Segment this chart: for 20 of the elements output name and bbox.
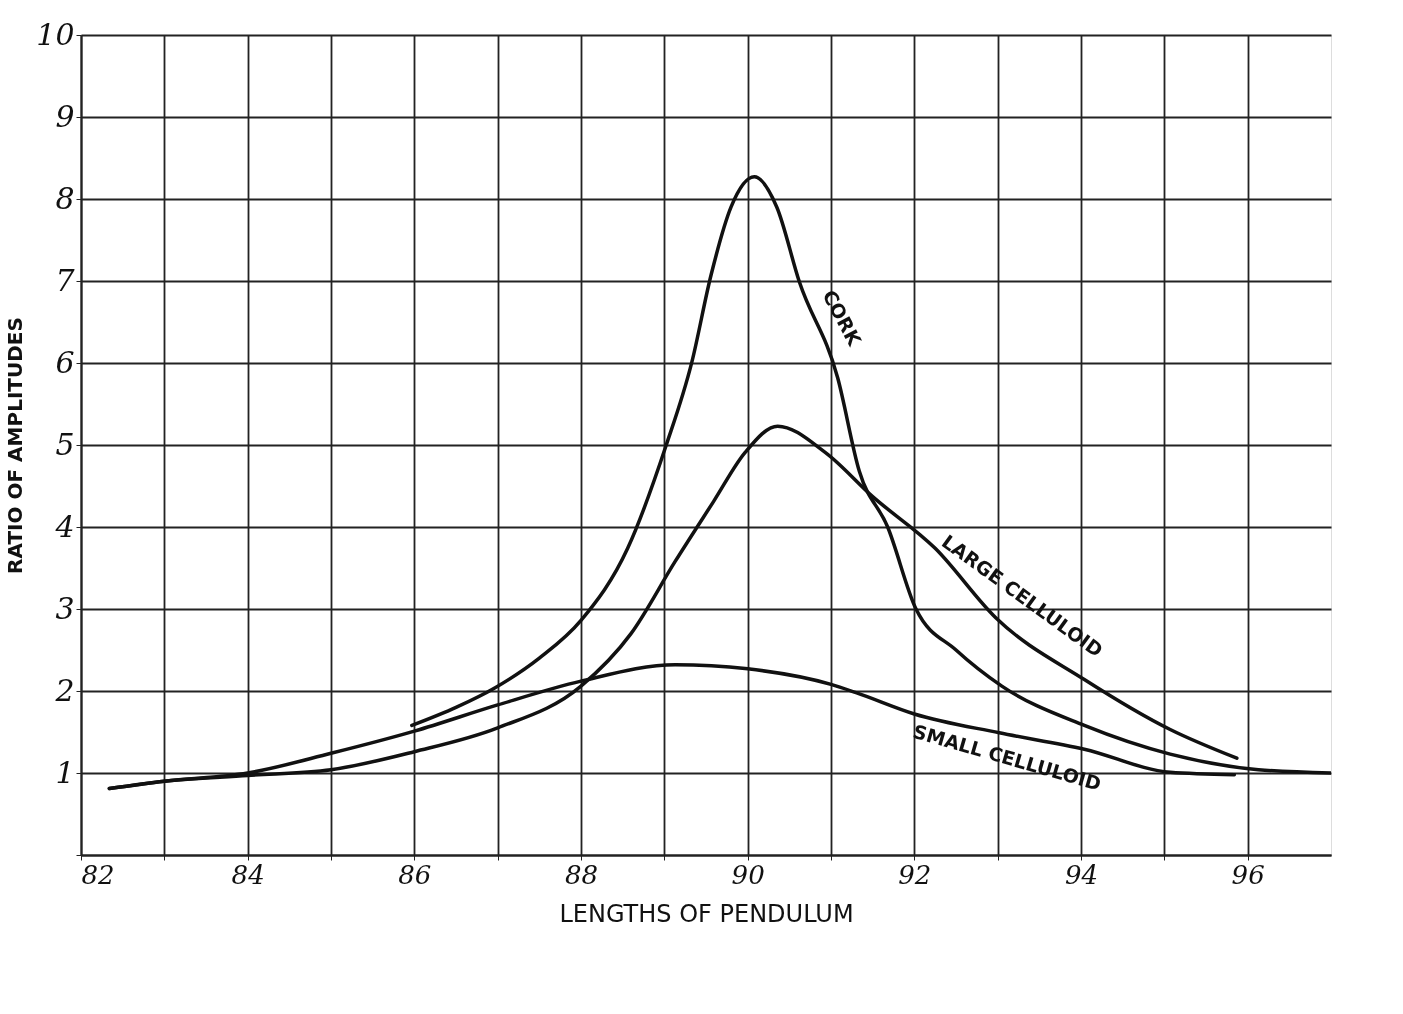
- y-axis-title: RATIO OF AMPLITUDES: [3, 317, 28, 574]
- y-tick-label: 7: [55, 262, 76, 298]
- y-tick-label: 5: [55, 426, 75, 462]
- y-tick-label: 6: [55, 344, 75, 380]
- y-tick-label: 10: [36, 16, 75, 52]
- y-tick-label: 9: [55, 98, 75, 134]
- x-axis-title: LENGTHS OF PENDULUM: [559, 899, 854, 928]
- x-tick-label: 96: [1231, 859, 1265, 890]
- y-tick-label: 8: [55, 180, 75, 216]
- x-tick-label: 94: [1064, 859, 1099, 890]
- x-tick-label: 88: [564, 859, 599, 890]
- y-tick-label: 2: [54, 672, 75, 708]
- x-tick-label: 92: [898, 859, 932, 890]
- x-tick-label: 84: [231, 859, 265, 890]
- y-tick-label: 3: [55, 590, 75, 626]
- x-tick-label: 82: [81, 859, 115, 890]
- x-tick-label: 90: [731, 859, 765, 890]
- x-tick-label: 86: [398, 859, 432, 890]
- y-tick-label: 1: [55, 754, 75, 790]
- y-tick-label: 4: [54, 508, 75, 544]
